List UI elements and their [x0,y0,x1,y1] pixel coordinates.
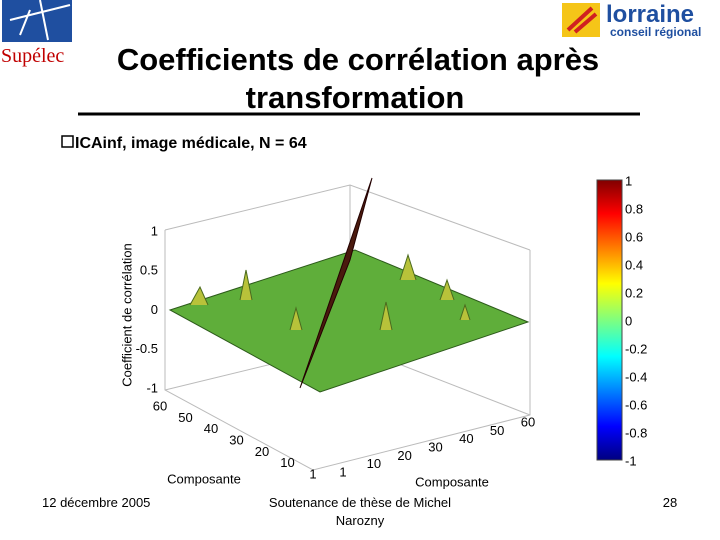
logo-right-stripes [566,6,598,34]
left-tick-label: 20 [255,444,269,459]
left-tick-label: 40 [204,421,218,436]
z-axis-label: Coefficient de corrélation [119,243,134,387]
right-tick-label: 60 [521,414,535,429]
left-tick-label: 60 [153,398,167,413]
left-tick-label: 1 [309,466,316,481]
z-tick-label: -0.5 [136,341,158,356]
surface-ridge [299,177,373,389]
left-tick-label: 30 [229,432,243,447]
surface [168,249,530,393]
colorbar-tick-label: -0.6 [625,397,647,412]
right-tick-label: 20 [397,448,411,463]
axis-label: Composante [415,474,489,489]
colorbar-tick-label: 0.4 [625,257,643,272]
logo-left-stars [9,0,71,41]
left-tick-label: 50 [178,410,192,425]
logo-right-text: lorraine [606,1,694,28]
title-line: Coefficients de corrélation après [117,42,599,77]
z-tick-label: 0.5 [140,263,158,278]
logo-right-subtext: conseil régional [610,25,701,39]
bullet-text: ICAinf, image médicale, N = 64 [75,135,307,152]
title-line: transformation [246,80,465,115]
colorbar [596,179,623,461]
bullet-box [61,135,74,148]
z-tick-label: 0 [151,302,158,317]
right-tick-label: 30 [428,439,442,454]
footer-date: 12 décembre 2005 [42,495,150,510]
right-tick-label: 50 [490,423,504,438]
colorbar-tick-label: -1 [625,453,637,468]
colorbar-tick-label: 0.6 [625,229,643,244]
colorbar-tick-label: 0.8 [625,201,643,216]
colorbar-tick-label: -0.2 [625,341,647,356]
z-tick-label: -1 [146,380,158,395]
colorbar-tick-label: 0 [625,313,632,328]
footer-center: Narozny [336,513,385,528]
footer-center: Soutenance de thèse de Michel [269,495,451,510]
right-tick-label: 10 [367,456,381,471]
left-tick-label: 10 [280,455,294,470]
axis-label: Composante [167,471,241,486]
logo-left-text: Supélec [1,45,64,67]
surface-peaks [189,253,471,331]
right-tick-label: 1 [339,464,346,479]
colorbar-tick-label: 0.2 [625,285,643,300]
colorbar-tick-label: 1 [625,173,632,188]
right-tick-label: 40 [459,431,473,446]
colorbar-tick-label: -0.4 [625,369,647,384]
z-tick-label: 1 [151,223,158,238]
footer-page: 28 [663,495,677,510]
colorbar-tick-label: -0.8 [625,425,647,440]
